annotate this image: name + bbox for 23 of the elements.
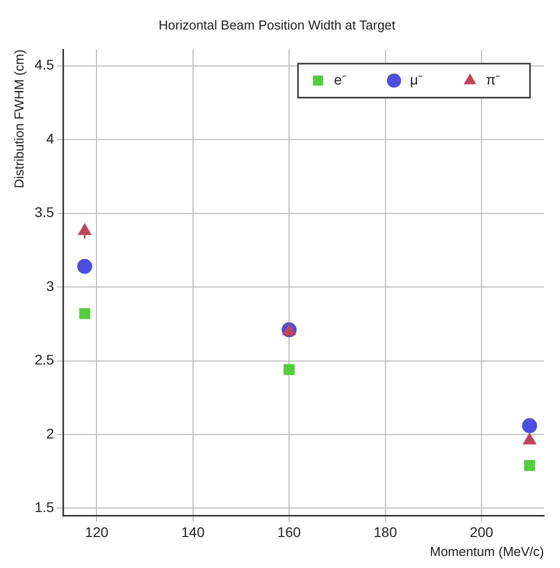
point [79, 308, 90, 320]
x-tick-label: 120 [85, 524, 109, 540]
legend-label: e⁻ [334, 71, 347, 88]
y-tick-label: 4 [46, 130, 54, 146]
y-axis-title: Distribution FWHM (cm) [11, 50, 26, 188]
legend-label: π⁻ [486, 71, 501, 88]
x-tick-label: 140 [181, 524, 205, 540]
point [284, 364, 295, 376]
y-tick-label: 3.5 [34, 204, 54, 220]
y-tick-label: 2 [46, 425, 54, 442]
y-tick-label: 4.5 [34, 56, 54, 73]
x-tick-label: 200 [470, 524, 494, 540]
y-tick-label: 1.5 [34, 499, 54, 516]
y-tick-label: 3 [46, 278, 54, 294]
x-axis-title: Momentum (MeV/c) [430, 544, 544, 559]
point [524, 460, 536, 471]
point [522, 418, 538, 434]
x-tick-label: 160 [277, 524, 301, 540]
y-tick-label: 2.5 [34, 352, 54, 368]
legend-label: μ⁻ [410, 71, 424, 88]
point [77, 258, 92, 274]
x-tick-label: 180 [374, 524, 398, 540]
chart-title: Horizontal Beam Position Width at Target [158, 17, 396, 32]
